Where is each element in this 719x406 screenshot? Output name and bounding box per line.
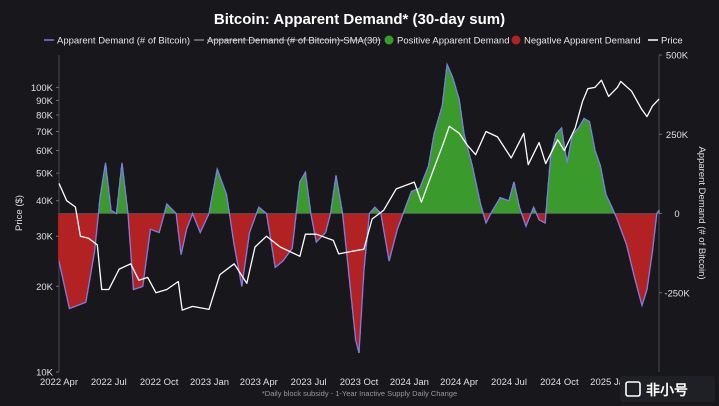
price-line — [58, 79, 660, 311]
legend-dot-negative — [511, 35, 521, 45]
plot-area — [58, 62, 660, 354]
x-tick-label: 2024 Jul — [491, 377, 527, 388]
x-tick-label: 2023 Apr — [240, 377, 278, 388]
y-axis-left-title: Price ($) — [14, 195, 25, 231]
legend-label-demand: Apparent Demand (# of Bitcoin) — [57, 36, 190, 47]
x-tick-label: 2024 Apr — [440, 377, 478, 388]
x-tick-label: 2024 Jan — [390, 377, 429, 388]
legend-dot-positive — [384, 35, 394, 45]
y-left-tick-label: 60K — [36, 146, 54, 157]
y-axis-right-title: Apparent Demand (# of Bitcoin) — [696, 146, 707, 279]
y-axis-left-ticks: 10K 20K 30K 40K 50K 60K 70K 80K 90K 100K — [31, 83, 59, 379]
y-left-tick-label: 100K — [31, 83, 54, 94]
legend-label-positive: Positive Apparent Demand — [397, 36, 509, 47]
x-tick-label: 2022 Oct — [140, 377, 179, 388]
chart-title: Bitcoin: Apparent Demand* (30-day sum) — [214, 11, 505, 28]
x-axis-ticks: 2022 Apr 2022 Jul 2022 Oct 2023 Jan 2023 Apr… — [40, 377, 629, 388]
x-tick-label: 2022 Apr — [40, 377, 78, 388]
y-left-tick-label: 30K — [36, 232, 54, 243]
legend-item-price[interactable]: Price — [648, 36, 683, 47]
footnote: *Daily block subsidy - 1-Year Inactive S… — [262, 389, 457, 398]
watermark-brand-text: 非小号 — [646, 382, 688, 398]
x-tick-label: 2025 Jan — [590, 377, 629, 388]
legend-item-sma[interactable]: Apparent Demand (# of Bitcoin)-SMA(30) — [194, 36, 381, 47]
y-left-tick-label: 20K — [36, 282, 54, 293]
x-tick-label: 2024 Oct — [540, 377, 579, 388]
watermark-background — [620, 376, 715, 402]
y-left-tick-label: 90K — [36, 96, 54, 107]
legend-label-sma: Apparent Demand (# of Bitcoin)-SMA(30) — [207, 36, 381, 47]
y-left-tick-label: 10K — [36, 368, 54, 379]
demand-line — [58, 62, 660, 354]
legend-label-negative: Negative Apparent Demand — [524, 36, 641, 47]
y-left-tick-label: 70K — [36, 127, 54, 138]
y-left-tick-label: 40K — [36, 196, 54, 207]
x-tick-label: 2023 Jul — [291, 377, 327, 388]
y-right-tick-label: -250K — [664, 288, 690, 299]
y-right-tick-label: 250K — [666, 130, 689, 141]
y-right-tick-label: 500K — [666, 51, 689, 62]
demand-columns — [58, 65, 660, 353]
legend-item-negative[interactable]: Negative Apparent Demand — [511, 35, 641, 47]
legend-item-positive[interactable]: Positive Apparent Demand — [384, 35, 510, 47]
y-right-tick-label: 0 — [674, 209, 679, 220]
y-left-tick-label: 80K — [36, 111, 54, 122]
legend-item-demand[interactable]: Apparent Demand (# of Bitcoin) — [44, 36, 190, 47]
x-tick-label: 2023 Oct — [340, 377, 379, 388]
x-tick-label: 2022 Jul — [91, 377, 127, 388]
legend: Apparent Demand (# of Bitcoin) Apparent … — [44, 35, 683, 47]
legend-label-price: Price — [661, 36, 683, 47]
y-axis-right-ticks: 500K 250K 0 -250K — [659, 51, 690, 299]
watermark-logo: 非小号 — [620, 376, 715, 402]
brand-icon — [625, 381, 641, 397]
x-tick-label: 2023 Jan — [190, 377, 229, 388]
y-left-tick-label: 50K — [36, 169, 54, 180]
